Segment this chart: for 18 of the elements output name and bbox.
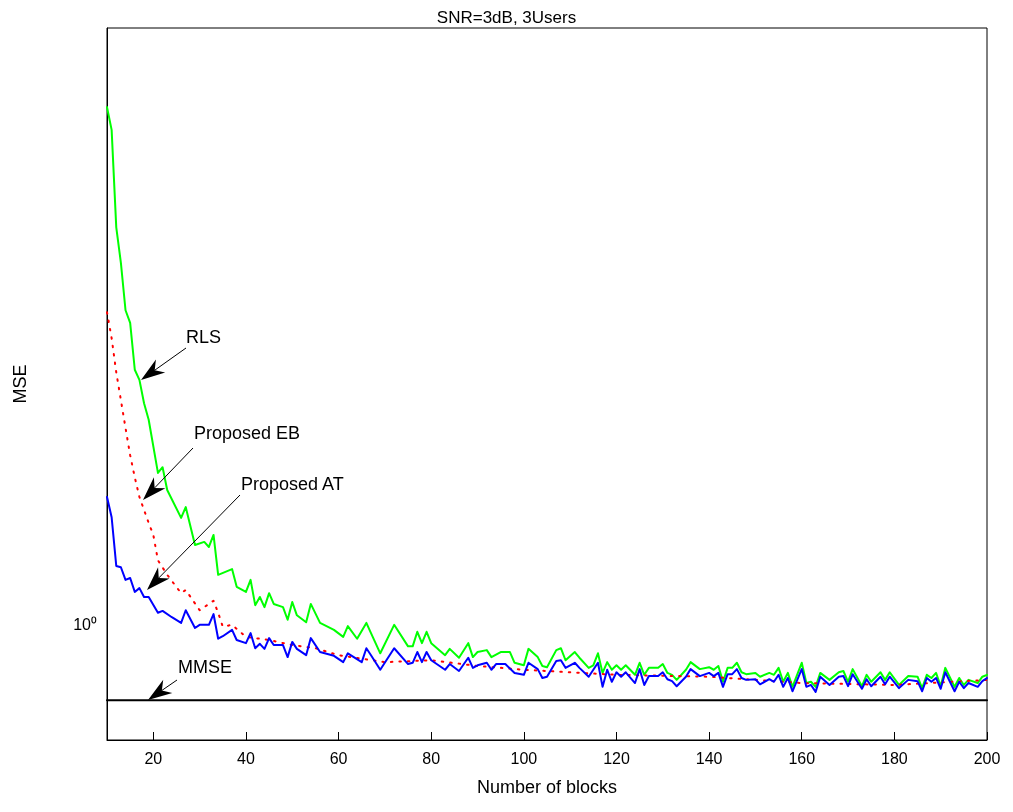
x-tick-label: 160 <box>788 749 816 767</box>
chart-title: SNR=3dB, 3Users <box>436 8 577 27</box>
x-tick-label: 140 <box>695 749 723 767</box>
x-tick-label: 200 <box>973 749 1001 767</box>
x-tick-label: 100 <box>510 749 538 767</box>
x-tick-label: 20 <box>144 749 163 767</box>
annotation: RLS <box>186 327 222 347</box>
x-tick-label: 60 <box>329 749 348 767</box>
x-axis-title: Number of blocks <box>476 777 618 797</box>
x-tick-label: 80 <box>422 749 441 767</box>
x-tick-label: 120 <box>603 749 630 767</box>
text: 10⁰ <box>73 615 97 633</box>
x-tick-label: 180 <box>881 749 908 767</box>
annotation: Proposed AT <box>241 474 344 494</box>
annotation: Proposed EB <box>194 423 301 443</box>
x-tick-label: 40 <box>237 749 255 767</box>
y-axis-title: MSE <box>10 364 30 404</box>
annotation: MMSE <box>178 657 232 677</box>
